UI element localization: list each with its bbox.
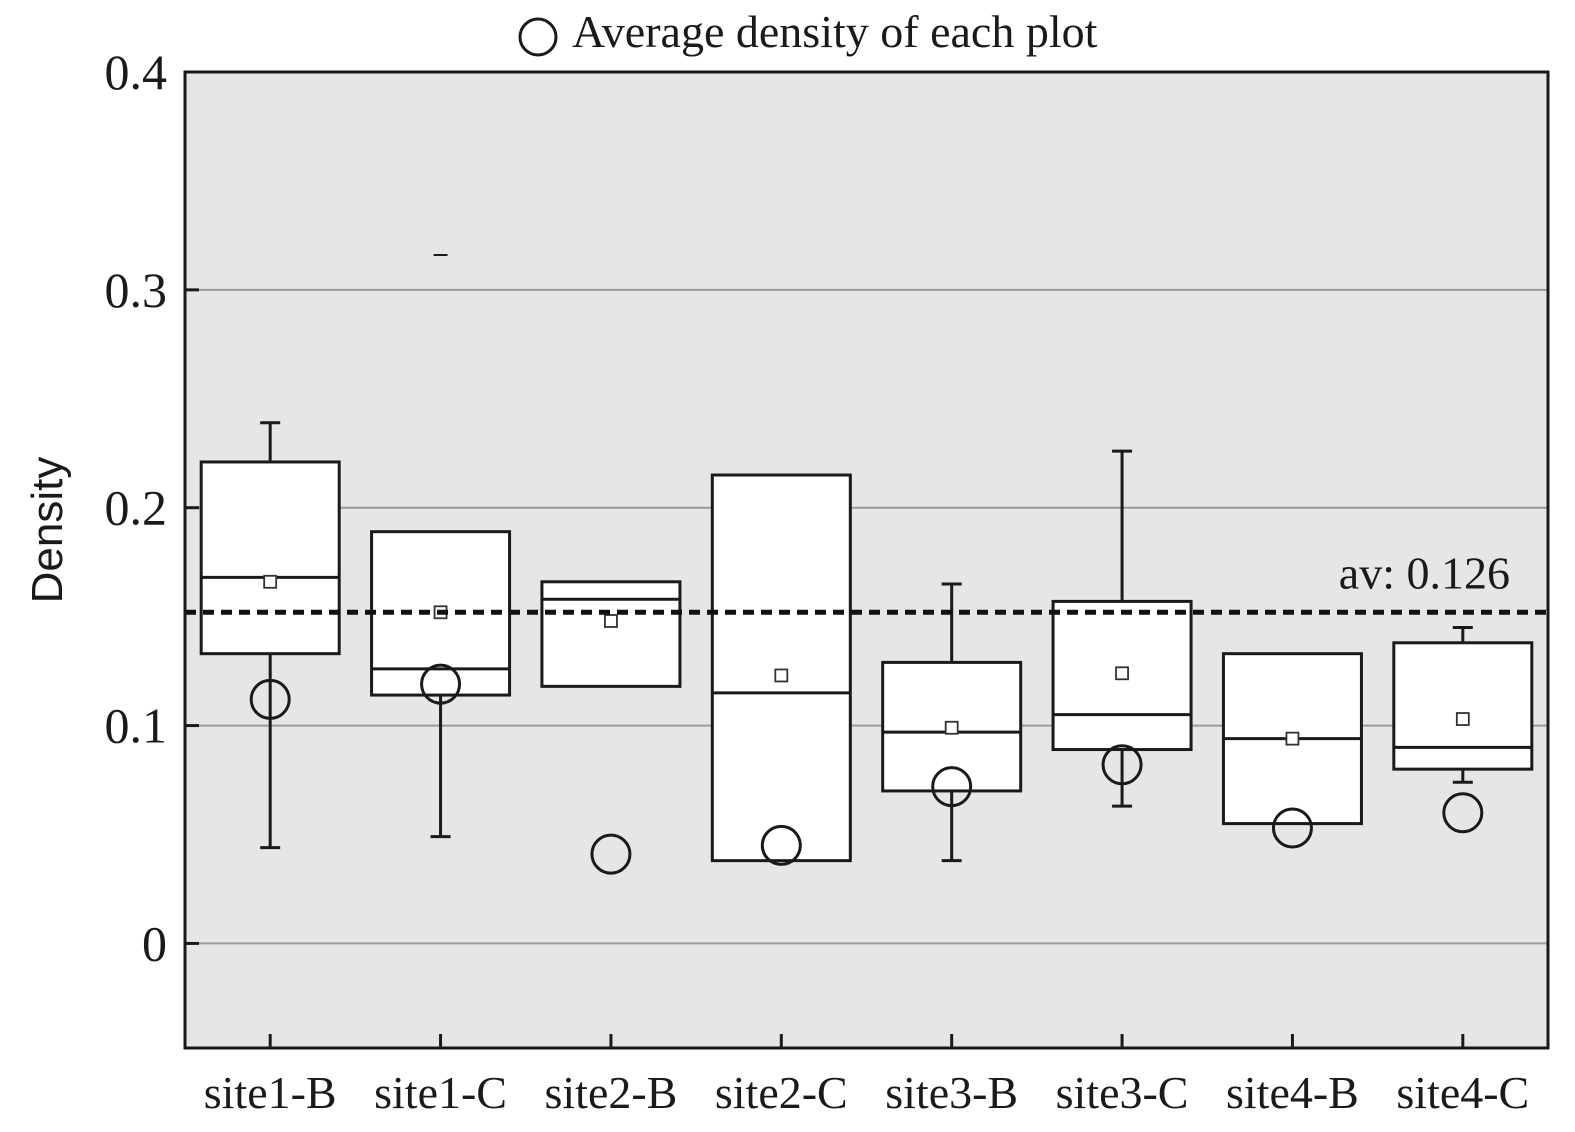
plot-average-circle: [420, 663, 462, 705]
plot-frame: [183, 70, 1550, 1050]
x-axis: site1-B site1-C site2-B site2-C site3-B site3…: [204, 1034, 1529, 1118]
y-tick-label: 0.1: [105, 698, 168, 754]
box-site3-B: [881, 582, 1023, 863]
legend-label: Average density of each plot: [572, 6, 1098, 57]
x-tick-label: site4-C: [1396, 1067, 1529, 1118]
x-tick-label: site3-B: [885, 1067, 1018, 1118]
y-axis: 0 0.1 0.2 0.3 0.4: [105, 44, 199, 971]
box-site2-C: [710, 473, 852, 866]
x-tick-label: site2-B: [544, 1067, 677, 1118]
plot-average-circle: [249, 678, 291, 720]
x-tick-label: site2-C: [715, 1067, 848, 1118]
y-tick-label: 0.3: [105, 262, 168, 318]
plot-average-circle: [931, 766, 973, 808]
plot-average-circle: [760, 824, 802, 866]
gridlines: [185, 288, 1548, 945]
y-axis-label: Density: [23, 457, 72, 604]
x-tick-label: site4-B: [1226, 1067, 1359, 1118]
box-iqr: [199, 460, 341, 656]
reference-line-group: av: 0.126: [185, 547, 1548, 615]
mean-marker: [944, 720, 959, 735]
box-site4-C: [1392, 626, 1534, 834]
mean-marker: [604, 614, 618, 628]
x-tick-label: site1-B: [204, 1067, 337, 1118]
plot-average-circle: [1442, 792, 1484, 834]
x-tick-label: site3-C: [1056, 1067, 1189, 1118]
mean-marker: [263, 574, 278, 589]
box-site1-B: [199, 421, 341, 850]
y-tick-label: 0: [142, 915, 167, 971]
legend-marker-circle: [518, 17, 558, 57]
box-site3-C: [1051, 449, 1193, 808]
box-site2-B: [540, 580, 682, 875]
y-tick-label: 0.2: [105, 480, 168, 536]
box-iqr: [540, 580, 682, 688]
legend: Average density of each plot: [518, 6, 1098, 57]
x-tick-label: site1-C: [374, 1067, 507, 1118]
mean-marker: [774, 668, 789, 683]
mean-marker: [1455, 712, 1470, 726]
mean-marker: [1115, 666, 1129, 681]
mean-marker: [1285, 731, 1300, 746]
plot-average-circle: [1271, 807, 1313, 849]
reference-line-label: av: 0.126: [1339, 547, 1510, 598]
box-site4-B: [1221, 652, 1363, 849]
plot-average-circle: [590, 833, 632, 875]
y-tick-label: 0.4: [105, 44, 168, 100]
box-iqr: [1392, 641, 1534, 771]
plot-average-circle: [1101, 744, 1143, 786]
box-series: [199, 254, 1534, 875]
box-iqr: [710, 473, 852, 863]
